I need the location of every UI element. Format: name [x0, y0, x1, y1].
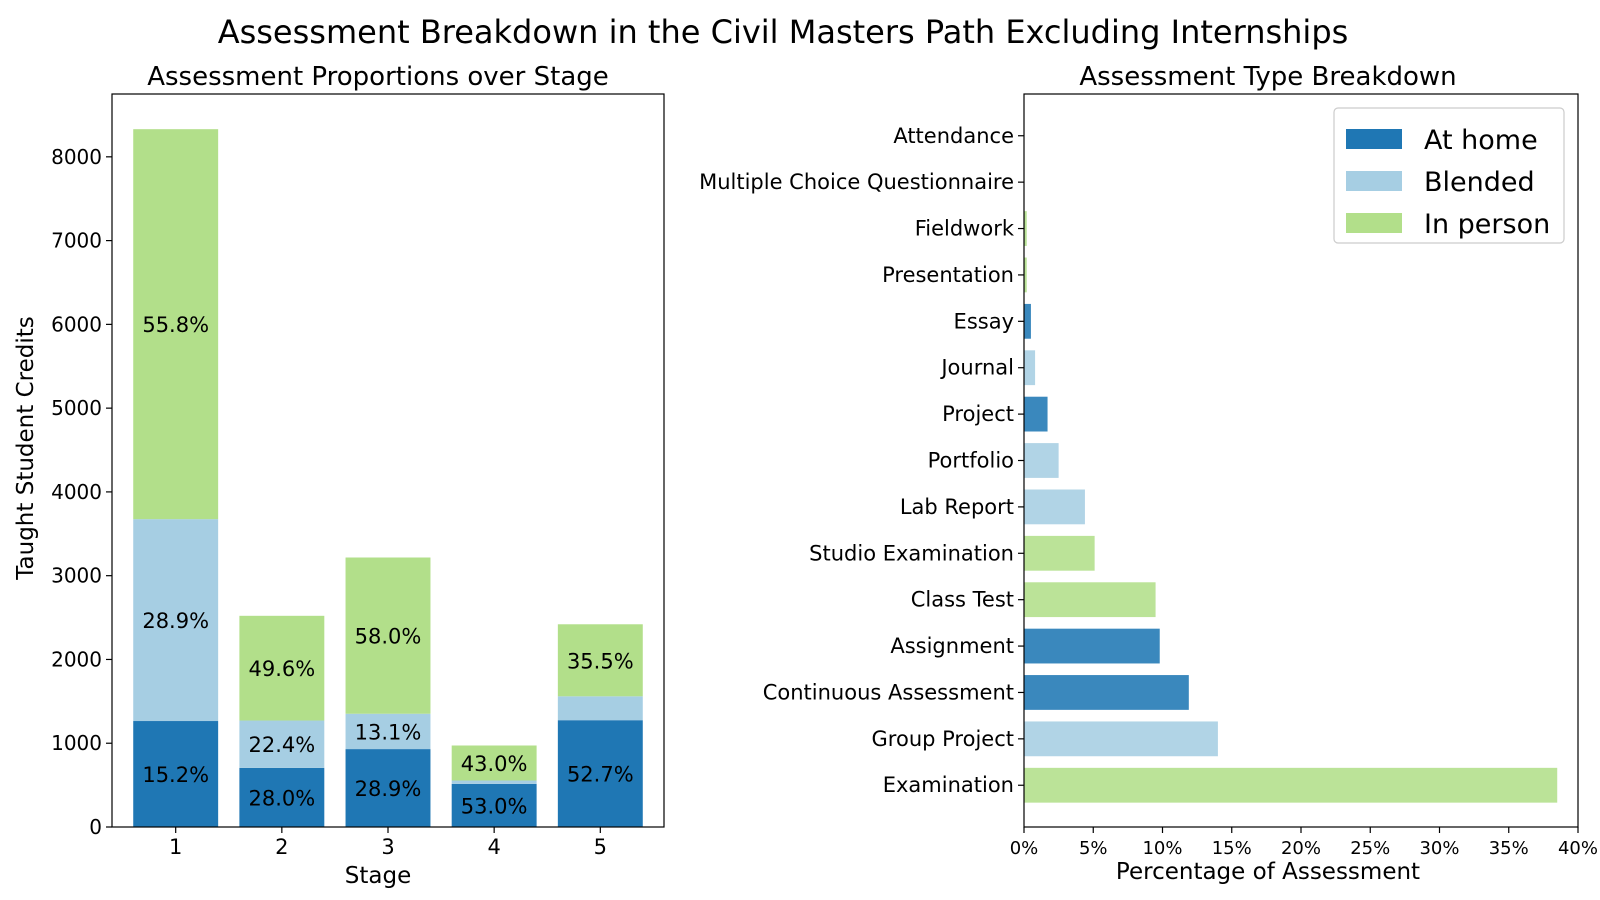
- data-label: 43.0%: [461, 752, 528, 776]
- y-tick-label: 8000: [51, 145, 102, 169]
- legend-swatch-at_home: [1346, 129, 1402, 149]
- y-tick-label: Essay: [954, 309, 1014, 333]
- data-label: 49.6%: [248, 657, 315, 681]
- right-bars: [1024, 211, 1558, 803]
- y-tick-label: Presentation: [882, 263, 1014, 287]
- data-label: 58.0%: [355, 625, 422, 649]
- x-tick-label: 35%: [1489, 838, 1529, 859]
- bar: [1024, 721, 1218, 757]
- bar-segment-blended: [557, 696, 643, 721]
- x-tick-label: 25%: [1350, 838, 1390, 859]
- x-tick-label: 2: [275, 835, 288, 859]
- y-tick-label: Journal: [939, 356, 1014, 380]
- legend-label-in_person: In person: [1424, 209, 1550, 240]
- x-tick-label: 15%: [1212, 838, 1252, 859]
- y-tick-label: Attendance: [893, 124, 1014, 148]
- legend-label-blended: Blended: [1424, 167, 1535, 198]
- bar-segment-blended: [345, 713, 431, 750]
- y-tick-label: 7000: [51, 229, 102, 253]
- legend-swatch-in_person: [1346, 213, 1402, 233]
- left-chart-title: Assessment Proportions over Stage: [147, 62, 609, 92]
- left-y-axis-label: Taught Student Credits: [13, 316, 39, 580]
- bar: [1024, 489, 1085, 525]
- x-tick-label: 1: [169, 835, 182, 859]
- data-label: 28.9%: [142, 609, 209, 633]
- bar-segment-in_person: [345, 557, 431, 714]
- bar-segment-blended: [451, 780, 537, 784]
- bar-segment-in_person: [451, 745, 537, 781]
- y-tick-label: 2000: [51, 647, 102, 671]
- y-tick-label: Project: [942, 402, 1014, 426]
- data-label: 15.2%: [142, 763, 209, 787]
- bar: [1024, 767, 1558, 803]
- y-tick-label: 1000: [51, 731, 102, 755]
- x-tick-label: 3: [381, 835, 394, 859]
- bar-segment-at_home: [557, 720, 643, 827]
- bar: [1024, 303, 1031, 339]
- data-label: 55.8%: [142, 313, 209, 337]
- bar: [1024, 628, 1160, 664]
- legend-swatch-blended: [1346, 171, 1402, 191]
- right-x-axis-label: Percentage of Assessment: [1116, 859, 1420, 885]
- x-tick-label: 40%: [1558, 838, 1598, 859]
- y-tick-label: 3000: [51, 564, 102, 588]
- bar-segment-in_person: [133, 129, 219, 520]
- y-tick-label: Portfolio: [928, 449, 1014, 473]
- data-label: 13.1%: [355, 720, 422, 744]
- horizontal-bar-chart: Assessment Type Breakdown Percentage of …: [699, 62, 1598, 885]
- bar: [1024, 443, 1059, 478]
- y-tick-label: Group Project: [872, 727, 1014, 751]
- data-label: 28.9%: [355, 777, 422, 801]
- bar-segment-at_home: [345, 749, 431, 827]
- x-tick-label: 5%: [1079, 838, 1108, 859]
- bar-segment-blended: [133, 519, 219, 722]
- x-tick-label: 30%: [1419, 838, 1459, 859]
- bar: [1024, 582, 1156, 618]
- x-tick-label: 4: [487, 835, 500, 859]
- y-tick-label: Continuous Assessment: [763, 680, 1014, 704]
- x-tick-label: 20%: [1281, 838, 1321, 859]
- bar: [1024, 350, 1036, 386]
- x-tick-label: 5: [594, 835, 607, 859]
- y-tick-label: Examination: [883, 773, 1014, 797]
- data-label: 35.5%: [567, 649, 634, 673]
- bar: [1024, 257, 1027, 293]
- y-tick-label: Assignment: [890, 634, 1014, 658]
- bar: [1024, 396, 1048, 432]
- y-tick-label: Fieldwork: [915, 217, 1015, 241]
- data-label: 22.4%: [248, 733, 315, 757]
- bar: [1024, 675, 1189, 710]
- y-tick-label: 6000: [51, 312, 102, 336]
- right-axes: Attendance Multiple Choice Questionnaire F…: [699, 93, 1598, 859]
- bar-segment-blended: [239, 720, 325, 768]
- y-tick-label: Class Test: [911, 588, 1014, 612]
- y-tick-label: 4000: [51, 480, 102, 504]
- bar-segment-at_home: [451, 783, 537, 827]
- bar-segment-in_person: [239, 615, 325, 721]
- x-tick-label: 10%: [1142, 838, 1182, 859]
- bar-segment-at_home: [239, 767, 325, 827]
- y-tick-label: Multiple Choice Questionnaire: [699, 170, 1014, 194]
- y-tick-label: 5000: [51, 396, 102, 420]
- left-bars: 15.2% 28.9% 55.8% 28.0% 22.4% 49.6% 28.9% 13.1%…: [133, 129, 643, 827]
- left-axes: 0 1000 2000 3000 4000 5000 6000 7000 8000 1 2 3 4 5: [51, 93, 665, 859]
- bar: [1024, 535, 1095, 571]
- bar: [1024, 211, 1027, 246]
- y-tick-label: Lab Report: [900, 495, 1014, 519]
- left-x-axis-label: Stage: [345, 863, 411, 889]
- right-chart-title: Assessment Type Breakdown: [1079, 62, 1456, 92]
- x-tick-label: 0%: [1010, 838, 1039, 859]
- data-label: 28.0%: [248, 786, 315, 810]
- y-tick-label: 0: [89, 815, 102, 839]
- bar-segment-at_home: [133, 721, 219, 827]
- legend: At home Blended In person: [1333, 107, 1565, 244]
- stacked-bar-chart: Assessment Proportions over Stage Stage …: [13, 62, 665, 889]
- data-label: 53.0%: [461, 794, 528, 818]
- figure-title: Assessment Breakdown in the Civil Master…: [218, 13, 1349, 51]
- legend-label-at_home: At home: [1424, 125, 1538, 156]
- bar-segment-in_person: [557, 624, 643, 697]
- data-label: 52.7%: [567, 763, 634, 787]
- y-tick-label: Studio Examination: [809, 541, 1014, 565]
